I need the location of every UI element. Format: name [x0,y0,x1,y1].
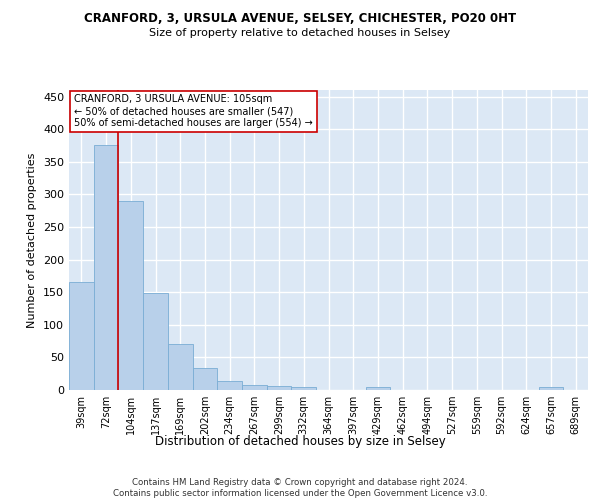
Bar [94,146,118,390]
Text: Distribution of detached houses by size in Selsey: Distribution of detached houses by size … [155,435,445,448]
Text: CRANFORD, 3, URSULA AVENUE, SELSEY, CHICHESTER, PO20 0HT: CRANFORD, 3, URSULA AVENUE, SELSEY, CHIC… [84,12,516,26]
Text: Contains HM Land Registry data © Crown copyright and database right 2024.
Contai: Contains HM Land Registry data © Crown c… [113,478,487,498]
Bar [242,386,267,390]
Bar [267,386,292,390]
Text: CRANFORD, 3 URSULA AVENUE: 105sqm
← 50% of detached houses are smaller (547)
50%: CRANFORD, 3 URSULA AVENUE: 105sqm ← 50% … [74,94,313,128]
Text: Size of property relative to detached houses in Selsey: Size of property relative to detached ho… [149,28,451,38]
Bar [539,388,563,390]
Bar [143,294,168,390]
Bar [365,388,390,390]
Bar [69,282,94,390]
Bar [118,201,143,390]
Y-axis label: Number of detached properties: Number of detached properties [28,152,37,328]
Bar [168,344,193,390]
Bar [193,368,217,390]
Bar [292,388,316,390]
Bar [217,381,242,390]
